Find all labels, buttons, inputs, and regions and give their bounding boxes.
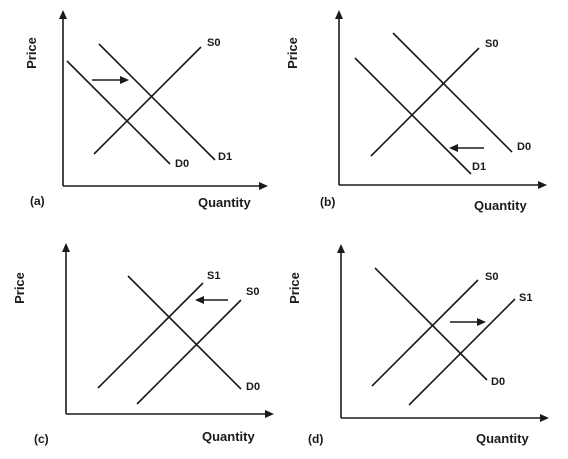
curve-label-s1: S1	[207, 270, 220, 282]
y-axis-label: Price	[12, 272, 27, 304]
shift-right-arrowhead	[477, 318, 486, 326]
supply-curve-s0	[370, 47, 480, 157]
y-axis-label: Price	[287, 272, 302, 304]
demand-curve-d0	[127, 275, 242, 390]
y-axis-label: Price	[285, 37, 300, 69]
curve-label-s0: S0	[485, 271, 498, 283]
x-axis-arrowhead	[540, 414, 549, 422]
panel-d: Price Quantity (d) S0 S1 D0	[287, 244, 549, 446]
x-axis-arrowhead	[538, 181, 547, 189]
shift-left-arrowhead	[449, 144, 458, 152]
curve-label-d0: D0	[517, 141, 531, 153]
y-axis-arrowhead	[337, 244, 345, 253]
curve-label-s0: S0	[246, 286, 259, 298]
x-axis-arrowhead	[265, 410, 274, 418]
shift-left-arrowhead	[195, 296, 204, 304]
x-axis-arrowhead	[259, 182, 268, 190]
panel-b: Price Quantity (b) S0 D0 D1	[285, 10, 547, 213]
panel-a: Price Quantity (a) S0 D0 D1	[24, 10, 268, 210]
y-axis-label: Price	[24, 37, 39, 69]
panel-label: (c)	[34, 432, 49, 446]
curve-label-d1: D1	[218, 151, 232, 163]
supply-curve-s0	[136, 299, 242, 405]
curve-label-s0: S0	[207, 37, 220, 49]
demand-curve-d0	[374, 267, 488, 381]
curve-label-d0: D0	[491, 376, 505, 388]
y-axis-arrowhead	[335, 10, 343, 19]
demand-curve-d1	[98, 43, 216, 161]
panel-label: (a)	[30, 194, 45, 208]
supply-curve-s1	[97, 282, 204, 389]
shift-right-arrowhead	[120, 76, 129, 84]
demand-curve-d1	[354, 57, 472, 175]
y-axis-arrowhead	[62, 243, 70, 252]
y-axis-arrowhead	[59, 10, 67, 19]
curve-label-s1: S1	[519, 292, 532, 304]
supply-curve-s0	[93, 46, 202, 155]
curve-label-d0: D0	[246, 381, 260, 393]
panel-c: Price Quantity (c) S1 S0 D0	[12, 243, 274, 446]
x-axis-label: Quantity	[202, 429, 255, 444]
panel-label: (b)	[320, 195, 335, 209]
supply-curve-s0	[371, 279, 479, 387]
curve-label-d0: D0	[175, 158, 189, 170]
demand-curve-d0	[66, 60, 171, 165]
panel-label: (d)	[308, 432, 323, 446]
x-axis-label: Quantity	[198, 195, 251, 210]
curve-label-s0: S0	[485, 38, 498, 50]
demand-curve-d0	[392, 32, 513, 153]
x-axis-label: Quantity	[476, 431, 529, 446]
x-axis-label: Quantity	[474, 198, 527, 213]
supply-curve-s1	[408, 298, 516, 406]
curve-label-d1: D1	[472, 161, 486, 173]
